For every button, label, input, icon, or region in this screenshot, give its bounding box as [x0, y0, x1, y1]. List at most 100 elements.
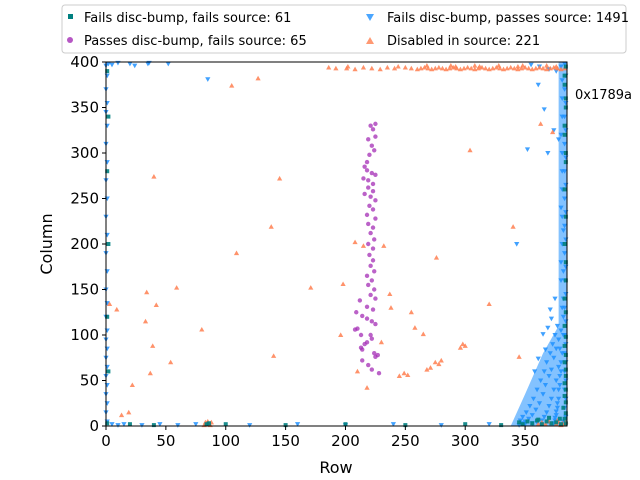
data-point-s2-113 — [535, 356, 541, 362]
legend-label-3: Disabled in source: 221 — [387, 34, 540, 49]
data-point-s3-107 — [536, 64, 543, 70]
data-point-s2-114 — [542, 347, 549, 353]
data-point-s3-47 — [436, 361, 442, 367]
data-point-s3-15 — [147, 370, 153, 376]
data-point-s1-30 — [370, 246, 376, 251]
data-point-s2-99 — [559, 114, 565, 120]
data-point-s2-72 — [534, 387, 540, 393]
data-point-s0-43 — [105, 69, 110, 74]
data-point-s3-45 — [427, 365, 434, 370]
data-point-s2-67 — [550, 342, 556, 347]
data-point-s3-46 — [432, 359, 438, 365]
data-point-s0-11 — [563, 353, 568, 358]
data-point-s1-62 — [376, 371, 382, 376]
data-point-s3-10 — [106, 301, 113, 307]
data-point-s0-20 — [563, 214, 568, 219]
data-point-s0-39 — [105, 314, 110, 319]
data-point-s2-12 — [562, 223, 568, 229]
data-point-s2-41 — [553, 378, 559, 384]
data-point-s3-104 — [526, 65, 532, 71]
data-point-s3-19 — [118, 412, 125, 418]
data-point-s1-9 — [362, 164, 367, 169]
data-point-s0-50 — [343, 422, 348, 427]
data-point-s2-73 — [530, 396, 537, 402]
data-point-s3-27 — [388, 305, 394, 310]
y-axis: 0 50 100 150 200 250 300 350 400 — [70, 53, 106, 435]
data-point-s0-56 — [563, 96, 568, 101]
data-point-s2-172 — [486, 422, 492, 427]
data-point-s0-30 — [544, 419, 549, 424]
data-point-s1-32 — [370, 258, 376, 263]
data-point-s3-5 — [233, 250, 240, 256]
data-point-s1-19 — [368, 194, 373, 199]
data-point-s2-167 — [247, 423, 253, 428]
data-point-s1-52 — [369, 336, 375, 341]
data-point-s2-60 — [533, 407, 539, 413]
data-point-s1-61 — [369, 367, 375, 372]
data-point-s1-6 — [372, 148, 377, 153]
data-point-s3-121 — [333, 65, 339, 71]
data-point-s3-50 — [460, 341, 466, 347]
data-point-s3-66 — [535, 421, 541, 427]
data-point-s2-144 — [104, 364, 110, 370]
data-point-s3-0 — [229, 83, 235, 88]
data-point-s1-34 — [372, 269, 377, 274]
data-point-s1-11 — [369, 170, 375, 176]
dense-cluster-fill — [510, 62, 567, 426]
data-point-s0-33 — [530, 421, 535, 426]
data-point-s1-45 — [360, 313, 365, 319]
data-point-s0-21 — [562, 187, 567, 192]
data-point-s0-54 — [563, 151, 568, 155]
data-point-s0-0 — [563, 421, 568, 426]
data-point-s3-26 — [387, 291, 393, 297]
data-point-s2-2 — [562, 87, 568, 92]
data-point-s2-170 — [390, 422, 396, 427]
data-point-s1-20 — [373, 198, 378, 203]
annotation-label: 0x1789a — [575, 88, 632, 103]
data-point-s1-13 — [361, 176, 366, 181]
data-point-s0-1 — [562, 416, 567, 421]
data-point-s3-129 — [424, 63, 430, 68]
data-point-s0-49 — [283, 423, 288, 428]
data-point-s3-20 — [308, 285, 314, 290]
data-point-s1-16 — [366, 185, 371, 190]
data-point-s3-7 — [144, 289, 150, 295]
data-point-s2-32 — [558, 132, 564, 138]
data-point-s1-2 — [370, 127, 376, 132]
data-point-s2-86 — [558, 360, 564, 365]
data-point-s3-116 — [352, 66, 358, 72]
data-point-s1-39 — [368, 292, 373, 298]
data-point-s1-1 — [373, 121, 378, 127]
data-point-s1-41 — [357, 298, 363, 303]
data-point-s2-79 — [557, 383, 563, 388]
data-point-s2-115 — [532, 369, 538, 374]
data-point-s1-42 — [364, 304, 370, 309]
data-point-s3-124 — [395, 63, 401, 69]
data-point-s1-14 — [366, 178, 371, 183]
x-tick-label-6: 300 — [451, 432, 480, 450]
data-point-s2-87 — [557, 373, 563, 379]
data-point-s1-22 — [370, 207, 376, 212]
y-axis-label: Column — [37, 213, 56, 274]
data-point-s0-6 — [563, 387, 568, 392]
data-point-s3-95 — [493, 64, 499, 70]
data-point-s1-17 — [370, 189, 376, 194]
data-point-s3-21 — [352, 239, 358, 245]
data-point-s2-65 — [554, 323, 561, 329]
data-point-s0-28 — [554, 420, 559, 425]
data-point-s0-12 — [562, 343, 567, 348]
data-point-s2-10 — [562, 196, 568, 202]
data-point-s2-130 — [104, 160, 110, 165]
data-point-s3-40 — [412, 325, 418, 330]
data-point-s2-166 — [193, 422, 199, 427]
data-point-s1-21 — [367, 203, 372, 208]
data-point-s2-165 — [175, 423, 181, 428]
data-point-s0-55 — [562, 123, 567, 128]
data-points — [103, 60, 569, 428]
data-point-s3-100 — [511, 65, 517, 71]
data-point-s3-71 — [402, 64, 408, 70]
data-point-s2-136 — [104, 269, 110, 274]
data-point-s3-28 — [408, 309, 414, 315]
y-tick-label-5: 250 — [70, 190, 99, 208]
data-point-s3-68 — [542, 421, 549, 427]
